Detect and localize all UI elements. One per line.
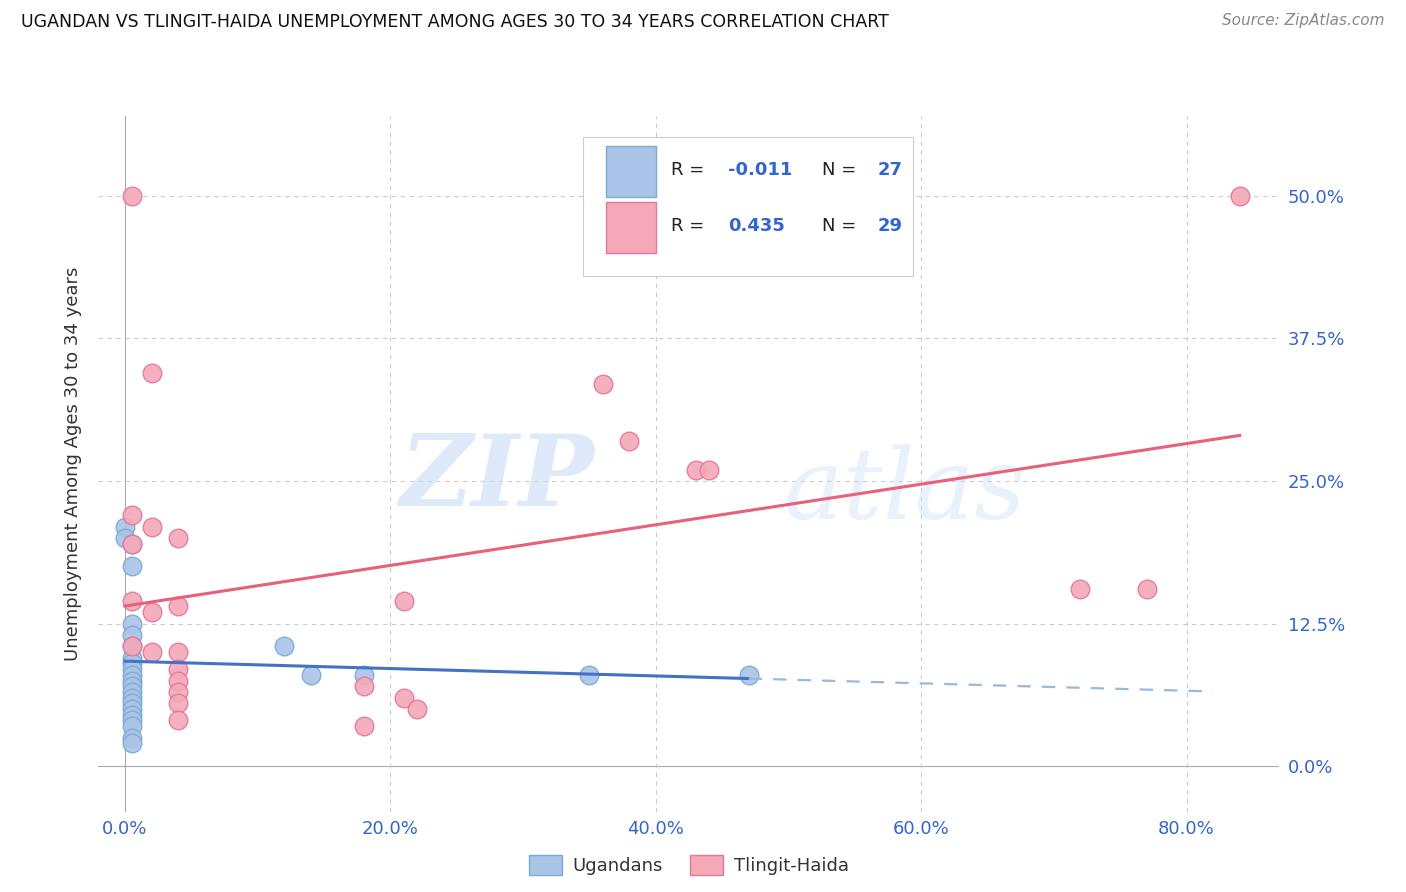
Point: [121, 616, 143, 631]
Point: [392, 690, 415, 705]
Text: Source: ZipAtlas.com: Source: ZipAtlas.com: [1222, 13, 1385, 29]
Point: [353, 719, 375, 733]
Point: [121, 189, 143, 203]
Point: [121, 679, 143, 693]
Point: [353, 679, 375, 693]
Point: [697, 462, 720, 476]
Point: [114, 519, 136, 533]
FancyBboxPatch shape: [606, 202, 655, 253]
Text: N =: N =: [823, 161, 862, 179]
Point: [121, 640, 143, 654]
Point: [1136, 582, 1159, 597]
Point: [114, 531, 136, 545]
Point: [353, 668, 375, 682]
Point: [121, 657, 143, 671]
Point: [121, 650, 143, 665]
Point: [392, 593, 415, 607]
Point: [121, 628, 143, 642]
Point: [121, 702, 143, 716]
FancyBboxPatch shape: [582, 136, 914, 276]
Text: ZIP: ZIP: [399, 430, 595, 526]
Point: [273, 640, 295, 654]
Point: [121, 719, 143, 733]
Point: [121, 685, 143, 699]
Point: [141, 605, 163, 619]
Text: -0.011: -0.011: [728, 161, 793, 179]
Point: [578, 668, 600, 682]
Point: [299, 668, 322, 682]
Point: [737, 668, 759, 682]
Point: [167, 531, 190, 545]
Point: [121, 714, 143, 728]
Point: [141, 645, 163, 659]
Point: [121, 668, 143, 682]
Text: UGANDAN VS TLINGIT-HAIDA UNEMPLOYMENT AMONG AGES 30 TO 34 YEARS CORRELATION CHAR: UGANDAN VS TLINGIT-HAIDA UNEMPLOYMENT AM…: [21, 13, 889, 31]
Text: 0.435: 0.435: [728, 217, 785, 235]
Text: 27: 27: [877, 161, 903, 179]
Point: [406, 702, 429, 716]
Point: [121, 690, 143, 705]
Point: [685, 462, 707, 476]
Point: [121, 508, 143, 523]
Text: N =: N =: [823, 217, 862, 235]
Text: R =: R =: [671, 217, 710, 235]
Point: [121, 736, 143, 750]
Point: [167, 697, 190, 711]
Point: [619, 434, 641, 448]
Point: [167, 673, 190, 688]
Point: [121, 537, 143, 551]
Point: [121, 662, 143, 676]
Point: [121, 640, 143, 654]
Point: [141, 366, 163, 380]
Point: [167, 662, 190, 676]
Point: [1229, 189, 1251, 203]
Point: [121, 731, 143, 745]
Point: [1069, 582, 1091, 597]
Point: [121, 697, 143, 711]
Text: 29: 29: [877, 217, 903, 235]
Text: R =: R =: [671, 161, 710, 179]
Point: [167, 645, 190, 659]
Point: [121, 537, 143, 551]
FancyBboxPatch shape: [606, 146, 655, 197]
Point: [167, 599, 190, 614]
Legend: Ugandans, Tlingit-Haida: Ugandans, Tlingit-Haida: [522, 847, 856, 883]
Y-axis label: Unemployment Among Ages 30 to 34 years: Unemployment Among Ages 30 to 34 years: [65, 267, 83, 661]
Point: [141, 519, 163, 533]
Point: [592, 376, 614, 391]
Point: [121, 673, 143, 688]
Text: atlas: atlas: [783, 444, 1026, 540]
Point: [121, 593, 143, 607]
Point: [167, 685, 190, 699]
Point: [121, 707, 143, 722]
Point: [121, 559, 143, 574]
Point: [167, 714, 190, 728]
